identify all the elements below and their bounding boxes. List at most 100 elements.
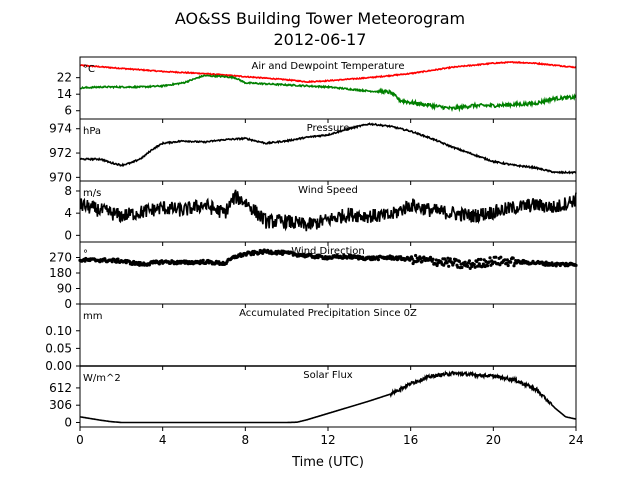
panel-4: 0.00 0.05 0.10 Accumulated Precipitation Si… xyxy=(45,303,577,373)
data-point xyxy=(454,258,458,262)
data-point xyxy=(520,261,524,265)
data-point xyxy=(457,259,461,263)
data-point xyxy=(408,258,412,262)
data-point xyxy=(487,260,491,264)
data-point xyxy=(463,260,467,264)
x-axis: 0 4 8 12 16 20 24 xyxy=(76,433,583,447)
panel-title: Air and Dewpoint Temperature xyxy=(252,61,405,72)
data-point xyxy=(485,264,490,268)
data-point xyxy=(420,259,424,263)
data-point xyxy=(503,258,507,262)
data-point xyxy=(434,258,438,262)
panel-title: Solar Flux xyxy=(303,370,353,381)
y-tick-label: 972 xyxy=(49,146,72,160)
x-axis-label: Time (UTC) xyxy=(291,455,364,470)
y-tick-label: 0.00 xyxy=(45,359,72,373)
data-point xyxy=(452,261,456,265)
data-point xyxy=(481,262,485,266)
data-point xyxy=(554,264,558,268)
data-point xyxy=(399,255,403,259)
y-tick-label: 0.10 xyxy=(45,324,72,338)
panel-unit: ° xyxy=(83,249,88,260)
data-point xyxy=(110,260,114,264)
y-tick-label: 22 xyxy=(57,71,72,85)
panel-title: Accumulated Precipitation Since 0Z xyxy=(239,308,417,319)
data-point xyxy=(414,253,418,258)
data-point xyxy=(511,256,515,260)
data-point xyxy=(419,257,423,261)
data-point xyxy=(376,258,380,262)
panel-2: 0 4 8 Wind Speed m/s xyxy=(64,180,577,246)
data-point xyxy=(447,264,451,268)
y-tick-label: 180 xyxy=(49,266,72,280)
panel-title: Wind Direction xyxy=(291,246,365,257)
y-tick-label: 612 xyxy=(49,381,72,395)
data-point xyxy=(442,263,446,267)
series-line-5-0 xyxy=(79,370,577,424)
data-point xyxy=(448,257,452,261)
x-tick-label: 12 xyxy=(320,433,335,447)
y-tick-label: 8 xyxy=(64,184,72,198)
data-point xyxy=(132,259,136,264)
data-point xyxy=(431,257,435,261)
data-point xyxy=(422,255,426,259)
data-point xyxy=(473,265,477,269)
figure-title: AO&SS Building Tower Meteorogram xyxy=(175,9,465,28)
y-tick-label: 14 xyxy=(57,87,72,101)
data-point xyxy=(509,260,513,264)
series-line-0-0 xyxy=(79,60,577,84)
y-tick-label: 974 xyxy=(49,122,72,136)
y-tick-label: 0.05 xyxy=(45,341,72,355)
figure-subtitle: 2012-06-17 xyxy=(274,30,367,49)
data-point xyxy=(349,253,353,258)
data-point xyxy=(479,257,483,261)
panel-1: 970 972 974 Pressure hPa xyxy=(49,118,577,185)
data-point xyxy=(198,262,202,266)
panel-unit: hPa xyxy=(83,126,101,137)
data-point xyxy=(466,264,470,268)
data-point xyxy=(505,258,509,262)
x-tick-label: 24 xyxy=(568,433,583,447)
data-point xyxy=(114,260,118,264)
panel-unit: m/s xyxy=(83,188,101,199)
panel-unit: °C xyxy=(83,64,95,75)
x-tick-label: 16 xyxy=(403,433,418,447)
y-tick-label: 6 xyxy=(64,104,72,118)
y-tick-label: 4 xyxy=(64,206,72,220)
panel-title: Wind Speed xyxy=(298,185,358,196)
data-point xyxy=(505,261,509,265)
data-point xyxy=(512,264,516,268)
series-line-0-1 xyxy=(79,73,577,113)
data-point xyxy=(201,258,205,262)
panel-unit: W/m^2 xyxy=(83,373,121,384)
data-point xyxy=(476,264,480,268)
panel-0: 6 14 22 Air and Dewpoint Temperature °C xyxy=(57,56,577,123)
data-point xyxy=(357,257,361,261)
series-3-0 xyxy=(78,248,578,270)
x-tick-label: 4 xyxy=(159,433,167,447)
data-point xyxy=(435,263,439,268)
data-point xyxy=(506,263,510,268)
data-point xyxy=(460,265,464,270)
data-point xyxy=(446,256,450,260)
y-tick-label: 270 xyxy=(49,251,72,265)
series-line-2-0 xyxy=(79,189,577,232)
panel-title: Pressure xyxy=(307,123,350,134)
data-point xyxy=(456,265,460,269)
y-tick-label: 306 xyxy=(49,398,72,412)
data-point xyxy=(467,259,471,263)
panel-unit: mm xyxy=(83,311,102,322)
data-point xyxy=(445,261,449,265)
data-point xyxy=(261,251,265,255)
data-point xyxy=(488,256,492,260)
data-point xyxy=(494,255,498,259)
y-tick-label: 0 xyxy=(64,415,72,429)
series-line-1-0 xyxy=(79,122,577,175)
x-tick-label: 8 xyxy=(242,433,250,447)
y-tick-label: 0 xyxy=(64,297,72,311)
y-tick-label: 90 xyxy=(57,282,72,296)
x-tick-label: 20 xyxy=(486,433,501,447)
